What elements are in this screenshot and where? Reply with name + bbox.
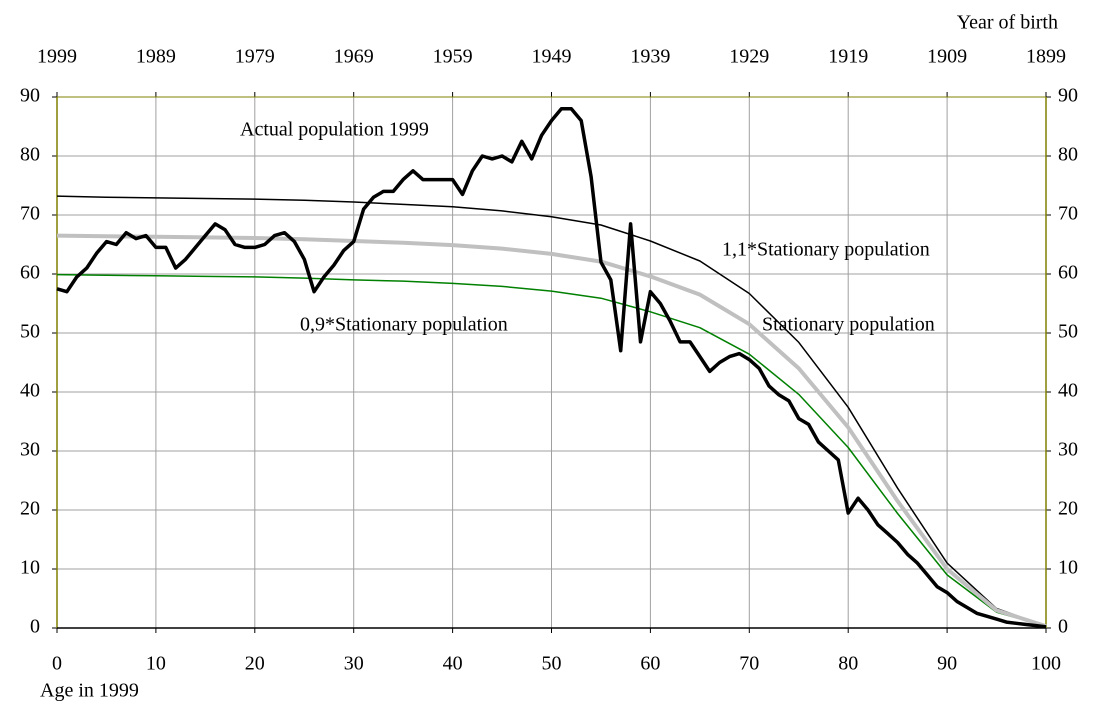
y2-tick-label: 10 <box>1058 557 1078 579</box>
x-tick-label: 100 <box>1031 653 1061 675</box>
x-axis-title: Age in 1999 <box>40 680 139 702</box>
x-tick-label: 40 <box>443 653 463 675</box>
y2-tick-label: 60 <box>1058 262 1078 284</box>
y2-tick-label: 50 <box>1058 321 1078 343</box>
y-tick-label: 80 <box>20 144 40 166</box>
series-line <box>56 273 1047 627</box>
top-tick-label: 1949 <box>532 46 572 68</box>
y2-tick-label: 30 <box>1058 439 1078 461</box>
x-tick-label: 50 <box>542 653 562 675</box>
x-tick-label: 20 <box>245 653 265 675</box>
y2-tick-label: 90 <box>1058 85 1078 107</box>
top-tick-label: 1969 <box>334 46 374 68</box>
series-line <box>56 195 1047 627</box>
x-tick-label: 10 <box>146 653 166 675</box>
top-tick-label: 1919 <box>828 46 868 68</box>
top-tick-label: 1909 <box>927 46 967 68</box>
annotation: Stationary population <box>762 314 935 336</box>
top-tick-label: 1959 <box>433 46 473 68</box>
y2-tick-label: 80 <box>1058 144 1078 166</box>
y-tick-label: 90 <box>20 85 40 107</box>
x-tick-label: 70 <box>739 653 759 675</box>
y2-tick-label: 70 <box>1058 203 1078 225</box>
top-tick-label: 1899 <box>1026 46 1066 68</box>
top-axis-title: Year of birth <box>957 12 1058 34</box>
annotation: 0,9*Stationary population <box>300 314 508 336</box>
x-tick-label: 90 <box>937 653 957 675</box>
y2-tick-label: 0 <box>1058 616 1068 638</box>
top-tick-label: 1999 <box>37 46 77 68</box>
y-tick-label: 60 <box>20 262 40 284</box>
y-tick-label: 40 <box>20 380 40 402</box>
y-tick-label: 10 <box>20 557 40 579</box>
y-tick-label: 0 <box>30 616 40 638</box>
x-tick-label: 0 <box>52 653 62 675</box>
y-tick-label: 20 <box>20 498 40 520</box>
y-tick-label: 50 <box>20 321 40 343</box>
y-tick-label: 70 <box>20 203 40 225</box>
x-tick-label: 80 <box>838 653 858 675</box>
annotation: Actual population 1999 <box>240 119 429 141</box>
y-tick-label: 30 <box>20 439 40 461</box>
x-tick-label: 60 <box>640 653 660 675</box>
x-tick-label: 30 <box>344 653 364 675</box>
top-tick-label: 1929 <box>729 46 769 68</box>
annotation: 1,1*Stationary population <box>722 239 930 261</box>
y2-tick-label: 20 <box>1058 498 1078 520</box>
y2-tick-label: 40 <box>1058 380 1078 402</box>
top-tick-label: 1989 <box>136 46 176 68</box>
top-tick-label: 1939 <box>630 46 670 68</box>
top-tick-label: 1979 <box>235 46 275 68</box>
series-line <box>56 233 1047 629</box>
series-line <box>56 107 1047 629</box>
